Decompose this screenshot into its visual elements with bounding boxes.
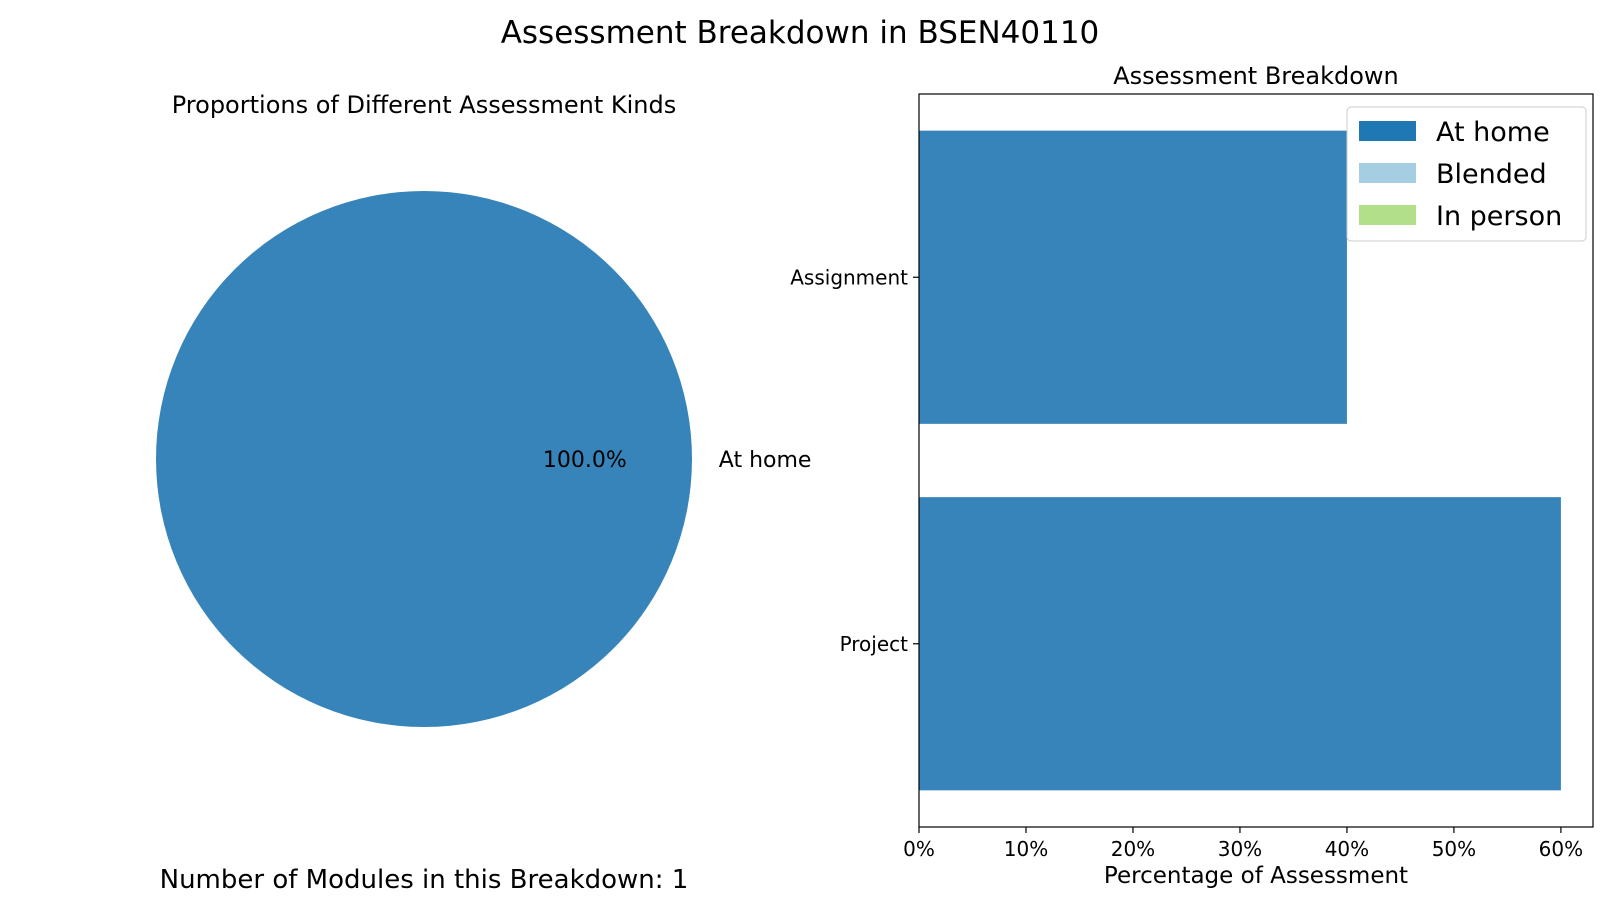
- y-tick-label: Project: [840, 632, 909, 656]
- legend-label: At home: [1436, 117, 1550, 148]
- x-tick-label: 60%: [1539, 837, 1583, 861]
- x-tick-label: 10%: [1004, 837, 1048, 861]
- figure-title: Assessment Breakdown in BSEN40110: [501, 15, 1100, 51]
- bar-chart: Assessment Breakdown 0% 10% 20% 30% 40% 50% 60…: [790, 62, 1594, 889]
- pie-labels: At home 100.0%: [543, 448, 812, 473]
- legend-label: In person: [1436, 201, 1562, 232]
- pie-chart: Proportions of Different Assessment Kind…: [156, 91, 811, 727]
- x-tick-label: 50%: [1432, 837, 1476, 861]
- module-count-label: Number of Modules in this Breakdown: 1: [160, 865, 689, 895]
- legend-swatch: [1359, 205, 1416, 225]
- x-tick-label: 0%: [903, 837, 935, 861]
- plot-frame: [918, 93, 1594, 828]
- bar: [919, 497, 1561, 791]
- bar-marks: [919, 130, 1561, 791]
- y-tick-label: Assignment: [790, 265, 908, 289]
- y-axis: Assignment Project: [790, 265, 919, 656]
- pie-slice: [156, 191, 692, 727]
- legend-swatch: [1359, 121, 1416, 141]
- x-axis: 0% 10% 20% 30% 40% 50% 60%: [903, 827, 1583, 861]
- x-tick-label: 20%: [1111, 837, 1155, 861]
- bar-chart-title: Assessment Breakdown: [1113, 62, 1399, 90]
- pie-pct-label: 100.0%: [543, 448, 627, 473]
- pie-slices: [156, 191, 692, 727]
- x-tick-label: 40%: [1325, 837, 1369, 861]
- pie-slice-label: At home: [719, 448, 812, 473]
- x-tick-label: 30%: [1218, 837, 1262, 861]
- legend: At home Blended In person: [1346, 106, 1587, 242]
- legend-swatch: [1359, 163, 1416, 183]
- pie-chart-title: Proportions of Different Assessment Kind…: [172, 91, 676, 119]
- legend-label: Blended: [1436, 159, 1547, 190]
- x-axis-label: Percentage of Assessment: [1104, 863, 1408, 889]
- bar: [919, 130, 1347, 424]
